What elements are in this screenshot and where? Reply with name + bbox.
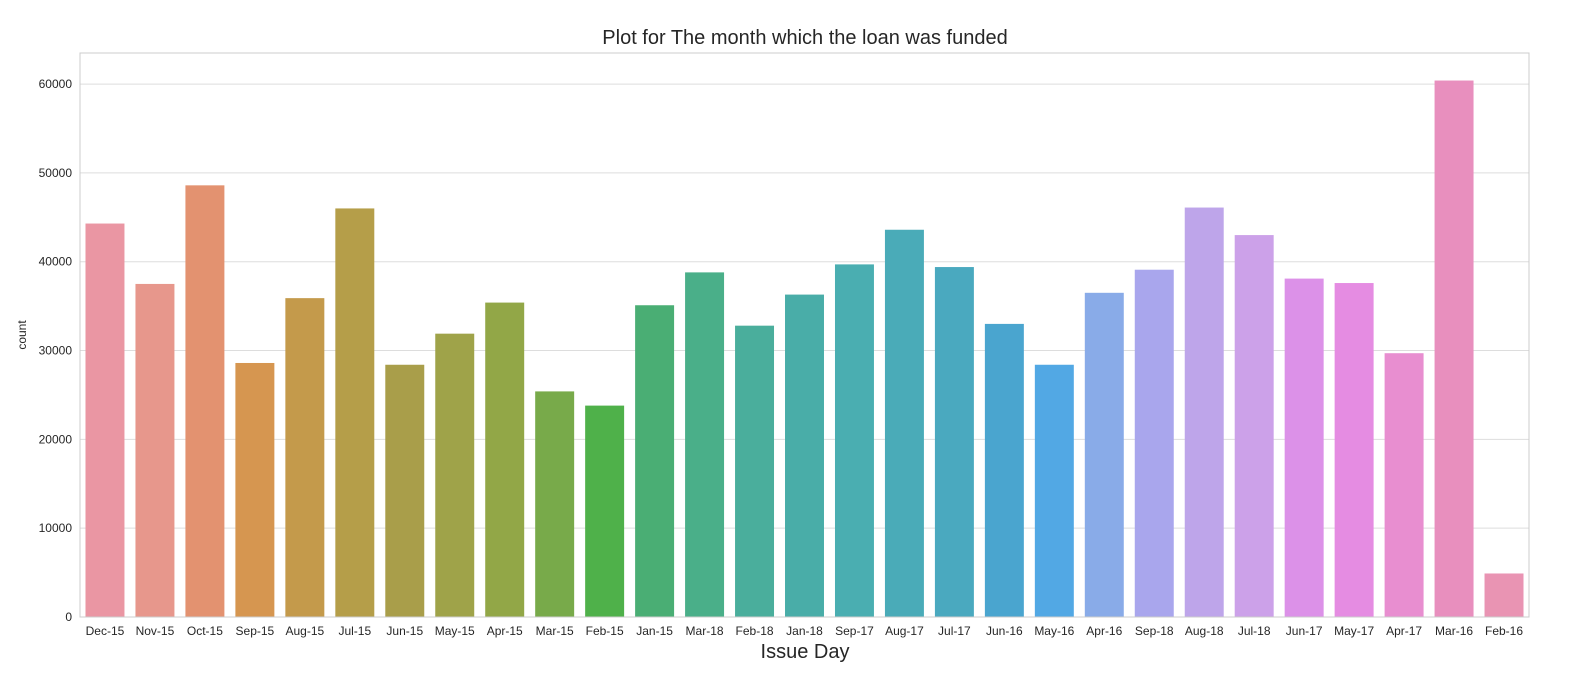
- bar-jun-15: [385, 364, 425, 617]
- bar-feb-15: [585, 405, 625, 617]
- x-tick-label: Sep-15: [236, 624, 275, 638]
- bar-may-17: [1334, 283, 1374, 617]
- x-tick-label: May-15: [435, 624, 475, 638]
- bar-jan-15: [635, 305, 675, 617]
- chart-title: Plot for The month which the loan was fu…: [602, 27, 1007, 49]
- bar-mar-18: [685, 272, 725, 617]
- bar-aug-15: [285, 298, 325, 617]
- x-tick-label: Aug-18: [1185, 624, 1224, 638]
- y-tick-label: 60000: [39, 77, 73, 91]
- x-tick-label: Mar-18: [686, 624, 724, 638]
- y-tick-label: 10000: [39, 521, 73, 535]
- bar-sep-18: [1134, 269, 1174, 617]
- bar-jun-16: [984, 323, 1024, 617]
- bar-sep-17: [834, 264, 874, 617]
- y-tick-label: 20000: [39, 432, 73, 446]
- bar-mar-16: [1434, 80, 1474, 617]
- x-tick-label: Apr-16: [1086, 624, 1122, 638]
- x-tick-label: Aug-15: [285, 624, 324, 638]
- bar-feb-16: [1484, 573, 1524, 617]
- x-tick-label: Jun-17: [1286, 624, 1323, 638]
- x-tick-label: Apr-15: [487, 624, 523, 638]
- x-tick-label: Feb-15: [586, 624, 624, 638]
- bar-may-15: [435, 333, 475, 617]
- x-tick-label: Aug-17: [885, 624, 924, 638]
- x-tick-label: Jul-15: [338, 624, 371, 638]
- x-tick-label: Feb-16: [1485, 624, 1523, 638]
- y-tick-label: 50000: [39, 166, 73, 180]
- y-tick-labels: 0 10000 20000 30000 40000 50000 60000: [39, 77, 73, 624]
- x-tick-label: Jul-18: [1238, 624, 1271, 638]
- bar-dec-15: [85, 223, 125, 617]
- x-tick-label: Jul-17: [938, 624, 971, 638]
- y-tick-label: 30000: [39, 344, 73, 358]
- bar-apr-16: [1084, 292, 1124, 617]
- bar-aug-18: [1184, 207, 1224, 618]
- bar-jan-18: [785, 294, 824, 617]
- x-tick-labels: Dec-15 Nov-15 Oct-15 Sep-15 Aug-15 Jul-15 Jun-…: [86, 624, 1524, 638]
- y-axis-label: count: [15, 320, 29, 350]
- x-tick-label: Dec-15: [86, 624, 125, 638]
- bar-may-16: [1034, 364, 1074, 617]
- x-tick-label: Jan-18: [786, 624, 823, 638]
- x-tick-label: May-16: [1034, 624, 1074, 638]
- x-tick-label: May-17: [1334, 624, 1374, 638]
- bar-aug-17: [884, 229, 924, 617]
- bar-jul-18: [1234, 235, 1274, 617]
- bar-jun-17: [1284, 278, 1324, 617]
- bar-jul-15: [335, 208, 375, 617]
- bar-oct-15: [185, 185, 225, 618]
- bar-apr-15: [485, 302, 525, 617]
- y-tick-label: 40000: [39, 255, 73, 269]
- bar-jul-17: [934, 267, 974, 617]
- x-tick-label: Jan-15: [636, 624, 673, 638]
- x-axis-label: Issue Day: [761, 641, 850, 663]
- bar-mar-15: [535, 391, 575, 617]
- y-tick-label: 0: [65, 610, 72, 624]
- x-tick-label: Mar-16: [1435, 624, 1473, 638]
- x-tick-label: Feb-18: [736, 624, 774, 638]
- bar-feb-18: [735, 325, 775, 617]
- x-tick-label: Sep-17: [835, 624, 874, 638]
- bar-nov-15: [135, 283, 175, 617]
- bar-sep-15: [235, 362, 275, 617]
- plot-frame: [79, 52, 1530, 618]
- x-tick-label: Nov-15: [136, 624, 175, 638]
- x-tick-label: Apr-17: [1386, 624, 1422, 638]
- bar-apr-17: [1384, 353, 1424, 617]
- x-tick-label: Jun-15: [386, 624, 423, 638]
- x-tick-label: Oct-15: [187, 624, 223, 638]
- x-tick-label: Jun-16: [986, 624, 1023, 638]
- x-tick-label: Mar-15: [536, 624, 574, 638]
- x-tick-label: Sep-18: [1135, 624, 1174, 638]
- bars: [85, 80, 1524, 618]
